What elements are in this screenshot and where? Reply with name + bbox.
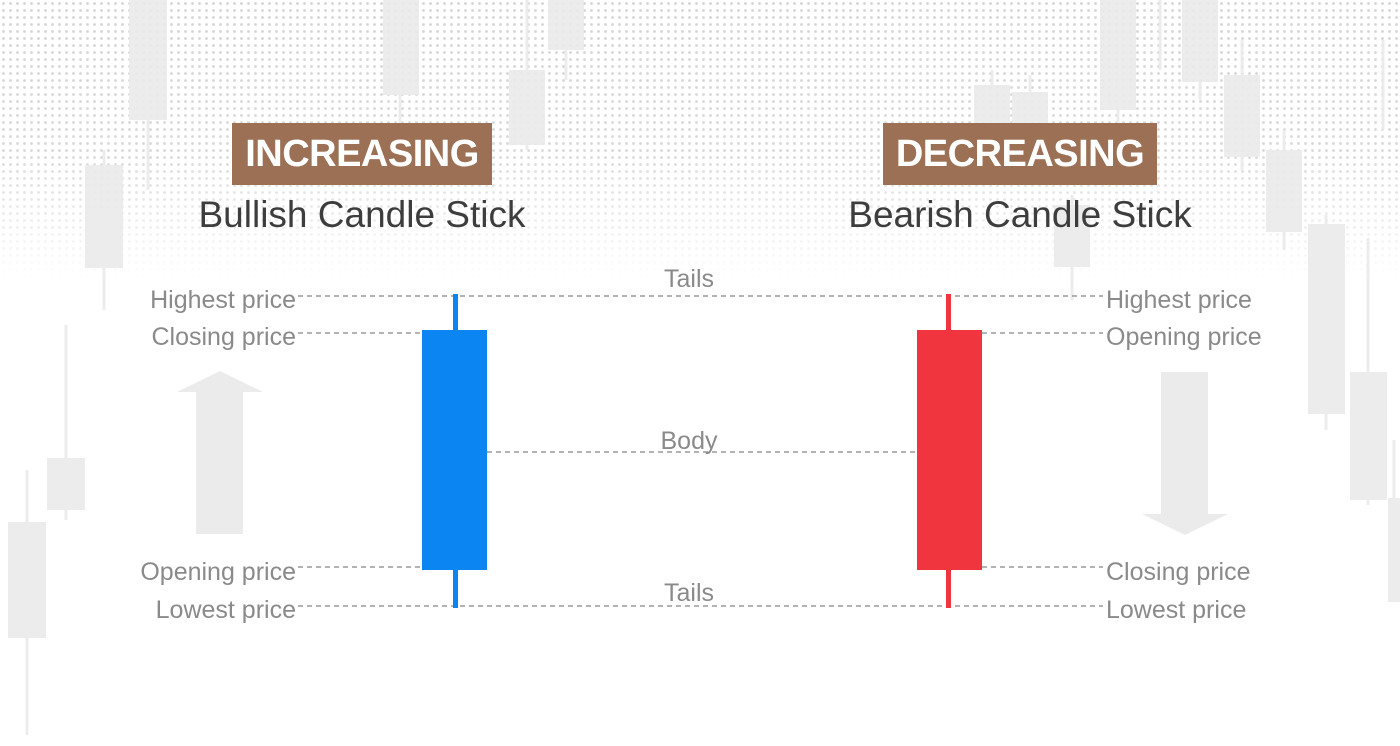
bearish-title: Bearish Candle Stick xyxy=(848,194,1192,235)
tails-top-label: Tails xyxy=(663,265,714,293)
tails-bottom-label: Tails xyxy=(663,579,714,607)
body-label: Body xyxy=(660,427,718,455)
bullish-opening-label: Opening price xyxy=(140,558,296,586)
bearish-closing-label: Closing price xyxy=(1106,558,1251,586)
decreasing-badge: DECREASING xyxy=(883,123,1157,185)
bearish-lowest-label: Lowest price xyxy=(1106,596,1247,624)
increasing-badge: INCREASING xyxy=(232,123,492,185)
bearish-highest-label: Highest price xyxy=(1106,286,1252,314)
bearish-opening-label: Opening price xyxy=(1106,323,1262,351)
bullish-title: Bullish Candle Stick xyxy=(198,194,526,235)
bullish-highest-label: Highest price xyxy=(150,286,296,314)
bullish-closing-label: Closing price xyxy=(151,323,296,351)
bullish-lowest-label: Lowest price xyxy=(155,596,296,624)
